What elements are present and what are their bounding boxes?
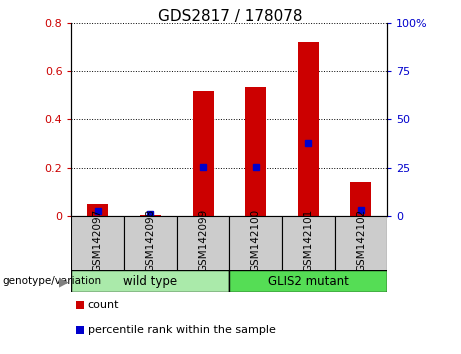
Bar (71, 216, 124, 271)
Bar (124, 216, 177, 271)
Bar (177, 216, 229, 271)
Bar (87, 204, 108, 216)
Bar (140, 215, 161, 216)
Text: GSM142100: GSM142100 (251, 209, 260, 272)
Text: GSM142098: GSM142098 (145, 209, 155, 272)
Bar (229, 216, 282, 271)
Bar (230, 270, 387, 292)
Text: GSM142097: GSM142097 (93, 209, 103, 272)
Text: ▶: ▶ (59, 275, 68, 288)
Text: count: count (88, 300, 119, 310)
Bar (245, 87, 266, 216)
Text: wild type: wild type (124, 275, 177, 287)
Bar (282, 216, 335, 271)
Bar (335, 216, 387, 271)
Text: GLIS2 mutant: GLIS2 mutant (268, 275, 349, 287)
Text: percentile rank within the sample: percentile rank within the sample (88, 325, 276, 335)
Bar (350, 182, 372, 216)
Text: GSM142101: GSM142101 (303, 209, 313, 272)
Bar (298, 42, 319, 216)
Text: genotype/variation: genotype/variation (2, 276, 101, 286)
Text: GSM142102: GSM142102 (356, 209, 366, 272)
Text: GDS2817 / 178078: GDS2817 / 178078 (158, 9, 303, 24)
Text: GSM142099: GSM142099 (198, 209, 208, 272)
Bar (71, 270, 230, 292)
Bar (193, 91, 213, 216)
